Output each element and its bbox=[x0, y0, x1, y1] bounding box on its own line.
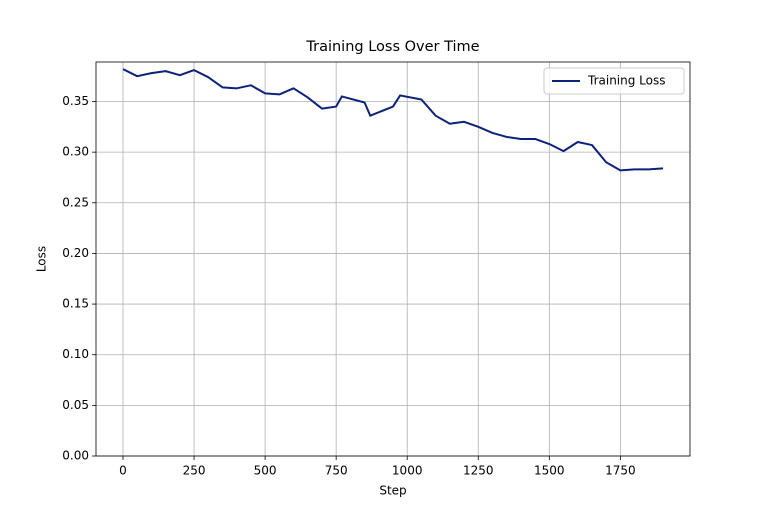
x-axis-label: Step bbox=[379, 484, 406, 498]
x-tick-label: 1750 bbox=[605, 464, 636, 478]
x-tick-label: 0 bbox=[119, 464, 127, 478]
x-tick-label: 500 bbox=[254, 464, 277, 478]
y-tick-label: 0.15 bbox=[62, 297, 89, 311]
y-tick-label: 0.25 bbox=[62, 195, 89, 209]
legend-label: Training Loss bbox=[587, 74, 665, 88]
y-tick-label: 0.10 bbox=[62, 347, 89, 361]
y-axis-label: Loss bbox=[35, 246, 49, 272]
x-tick-label: 1250 bbox=[463, 464, 494, 478]
legend-box bbox=[543, 67, 685, 95]
x-tick-label: 250 bbox=[183, 464, 206, 478]
x-tick-label: 750 bbox=[325, 464, 348, 478]
y-tick-label: 0.35 bbox=[62, 94, 89, 108]
y-tick-label: 0.00 bbox=[62, 449, 89, 463]
y-tick-label: 0.30 bbox=[62, 145, 89, 159]
x-tick-label: 1500 bbox=[534, 464, 565, 478]
data-line bbox=[122, 68, 664, 172]
y-tick-label: 0.20 bbox=[62, 246, 89, 260]
plot-frame bbox=[95, 61, 691, 457]
y-tick-label: 0.05 bbox=[62, 398, 89, 412]
chart-title: Training Loss Over Time bbox=[305, 39, 479, 55]
x-tick-label: 1000 bbox=[392, 464, 423, 478]
